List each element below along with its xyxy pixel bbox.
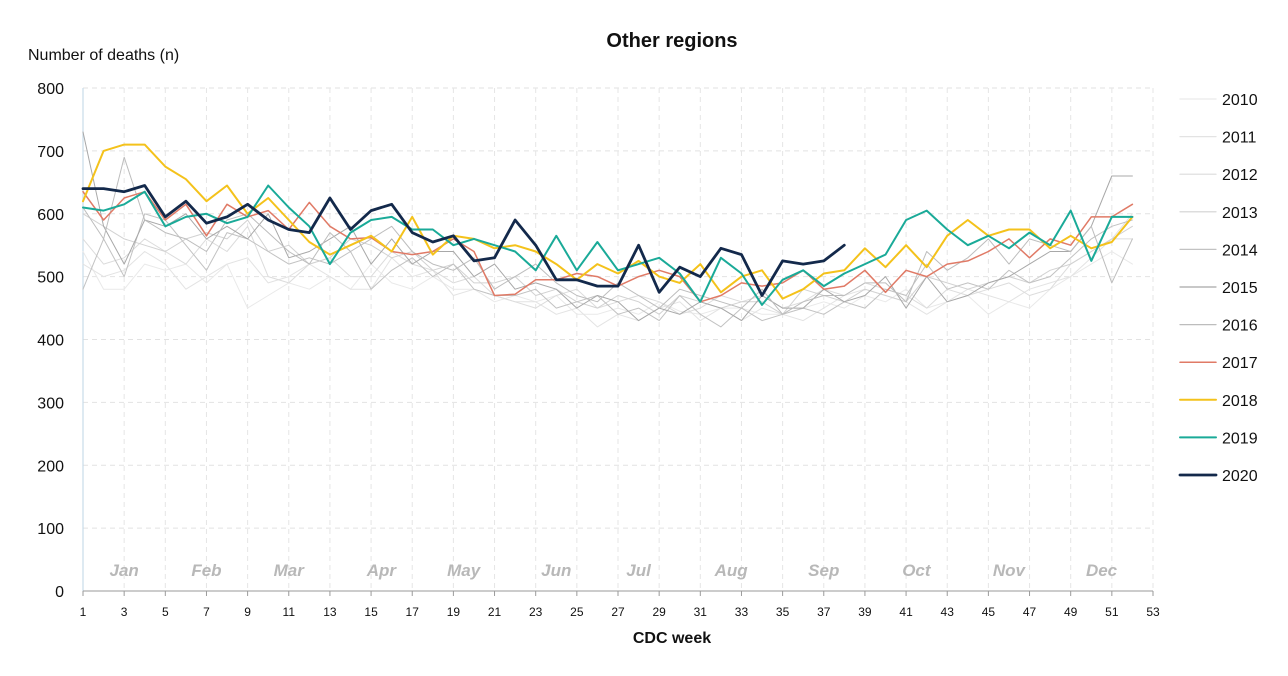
y-tick-label: 0 [55,584,64,601]
x-tick-label: 7 [203,605,210,619]
legend-label-2018: 2018 [1222,393,1258,410]
month-label: Apr [366,561,398,580]
chart-title: Other regions [606,30,737,52]
y-tick-label: 200 [37,458,64,475]
x-tick-label: 53 [1146,605,1160,619]
legend-label-2020: 2020 [1222,468,1258,485]
month-label: Dec [1086,561,1118,580]
x-tick-label: 9 [244,605,251,619]
month-label: May [447,561,482,580]
y-tick-label: 800 [37,81,64,98]
x-tick-label: 29 [652,605,666,619]
month-label: Aug [714,561,749,580]
x-tick-label: 13 [323,605,337,619]
x-tick-label: 45 [982,605,996,619]
month-label: Jan [110,561,139,580]
x-tick-label: 17 [406,605,420,619]
x-tick-label: 33 [735,605,749,619]
x-tick-label: 47 [1023,605,1037,619]
x-axis-label: CDC week [633,630,711,647]
x-tick-label: 31 [694,605,708,619]
series-line-2016 [82,156,1133,315]
x-tick-label: 3 [121,605,128,619]
legend-label-2017: 2017 [1222,355,1258,372]
legend-label-2015: 2015 [1222,280,1258,297]
y-tick-label: 700 [37,144,64,161]
month-label: Oct [902,561,932,580]
x-tick-label: 1 [80,605,87,619]
x-tick-label: 25 [570,605,584,619]
legend-label-2012: 2012 [1222,167,1258,184]
legend-label-2014: 2014 [1222,242,1258,259]
legend-label-2016: 2016 [1222,318,1258,335]
series-line-2012 [82,225,1133,315]
x-tick-label: 27 [611,605,625,619]
x-tick-label: 23 [529,605,543,619]
month-label: Jul [626,561,652,580]
y-tick-label: 400 [37,333,64,350]
legend: 2010 2011 2012 2013 2014 2015 2016 2017 2018 2019… [1178,92,1258,485]
series-line-2020 [81,184,846,297]
y-tick-label: 500 [37,270,64,287]
series-line-2013 [82,213,1133,315]
x-tick-label: 37 [817,605,831,619]
month-label: Feb [191,561,221,580]
month-labels: Jan Feb Mar Apr May Jun Jul Aug Sep Oct Nov Dec [110,561,1118,580]
legend-label-2019: 2019 [1222,430,1258,447]
month-label: Sep [808,561,839,580]
x-tick-label: 19 [447,605,461,619]
x-tick-label: 39 [858,605,872,619]
series-lines [81,131,1134,328]
series-line-2018 [82,143,1134,300]
legend-label-2011: 2011 [1222,130,1257,147]
x-tick-label: 21 [488,605,502,619]
month-label: Jun [541,561,571,580]
x-tick-label: 41 [899,605,913,619]
series-line-2011 [82,213,1133,328]
month-label: Nov [993,561,1027,580]
month-label: Mar [274,561,306,580]
series-line-2015 [82,131,1133,322]
y-tick-label: 300 [37,395,64,412]
x-tick-label: 51 [1105,605,1119,619]
y-tick-label: 600 [37,207,64,224]
x-tick-label: 49 [1064,605,1078,619]
x-tick-label: 11 [283,605,296,619]
x-tick-label: 43 [941,605,955,619]
x-tick-label: 5 [162,605,169,619]
x-tick-label: 35 [776,605,790,619]
y-axis-label: Number of deaths (n) [28,47,179,64]
legend-label-2010: 2010 [1222,92,1258,109]
series-line-2014 [82,213,1133,328]
y-tick-label: 100 [37,521,64,538]
x-tick-label: 15 [364,605,378,619]
legend-label-2013: 2013 [1222,205,1258,222]
series-line-2019 [82,184,1134,306]
grid [83,87,1154,591]
